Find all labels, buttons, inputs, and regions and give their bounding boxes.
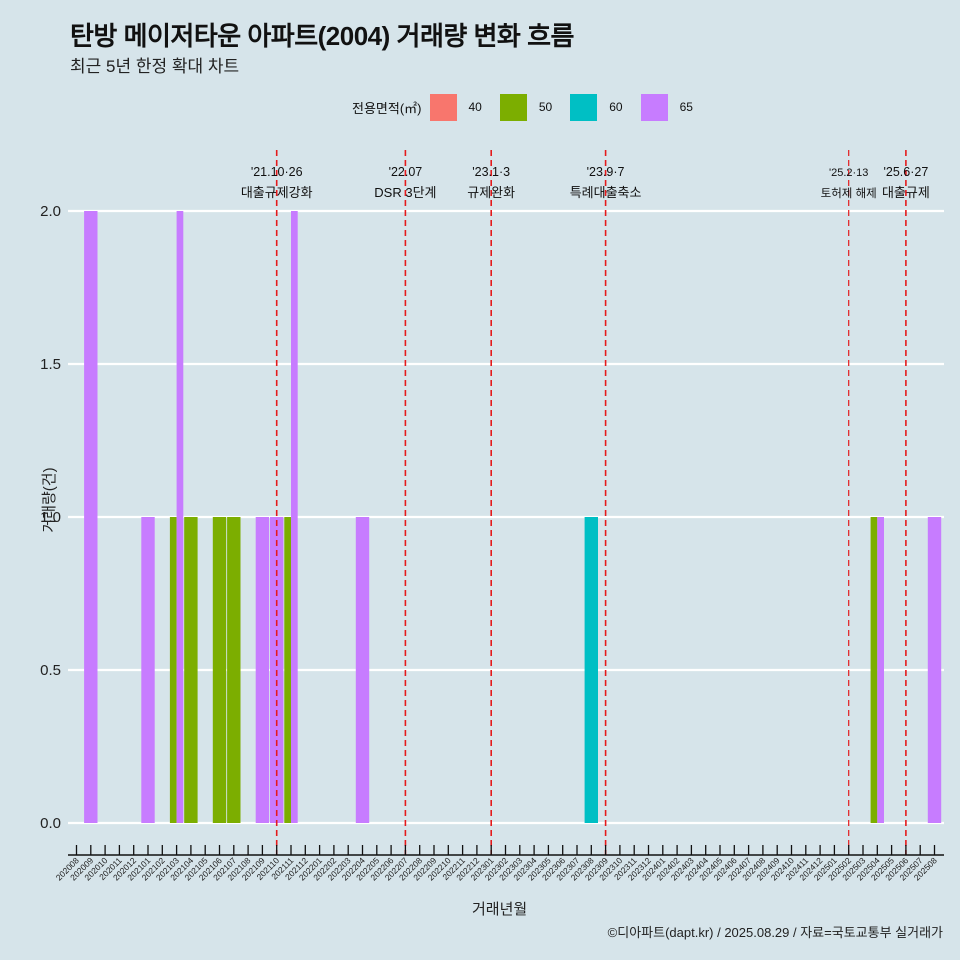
legend-key-65 <box>640 93 668 121</box>
y-tick-label: 0.5 <box>40 662 61 679</box>
legend-label-40: 40 <box>468 100 482 114</box>
event-label: DSR 3단계 <box>374 185 436 200</box>
y-tick-label: 1.5 <box>40 356 61 373</box>
bar-202104-50 <box>184 517 198 823</box>
y-tick-label: 0.0 <box>40 815 61 832</box>
chart-subtitle: 최근 5년 한정 확대 차트 <box>70 57 240 76</box>
bar-202107-50 <box>227 517 241 823</box>
legend-key-60 <box>570 93 598 121</box>
legend: 전용면적(㎡) 40 50 60 65 <box>352 93 711 121</box>
event-date: '22.07 <box>389 165 423 179</box>
bar-202103-50 <box>169 517 177 823</box>
x-axis: 2020082020092020102020112020122021012021… <box>54 845 944 882</box>
event-label: 대출규제 <box>882 185 930 200</box>
legend-key-50 <box>499 93 527 121</box>
event-date: '25.6·27 <box>884 165 929 179</box>
bar-202109-65 <box>255 517 270 823</box>
bar-202101-65 <box>141 517 155 823</box>
bar-202111-65 <box>291 211 298 823</box>
bar-202504-50 <box>870 517 878 823</box>
bar-202504-65 <box>877 517 884 823</box>
legend-label-50: 50 <box>538 100 553 114</box>
legend-key-40 <box>429 93 457 121</box>
gridlines <box>68 209 944 825</box>
legend-label-60: 60 <box>609 100 623 114</box>
y-tick-label: 1.0 <box>40 509 61 526</box>
bar-202308-60 <box>584 517 598 823</box>
event-label: 대출규제강화 <box>241 185 313 200</box>
event-label: 규제완화 <box>467 185 515 200</box>
bar-202508-65 <box>927 517 942 823</box>
event-label: 토허제 해제 <box>821 187 877 200</box>
bar-202009-65 <box>84 211 98 823</box>
y-tick-label: 2.0 <box>40 203 61 220</box>
event-annotations: '21.10·26 대출규제강화 '22.07 DSR 3단계 '23.1·3 규제완화 '… <box>241 165 930 200</box>
legend-label-65: 65 <box>679 100 693 114</box>
chart-title: 탄방 메이저타운 아파트(2004) 거래량 변화 흐름 <box>70 21 574 51</box>
x-axis-label: 거래년월 <box>472 901 528 918</box>
bar-202204-65 <box>355 517 370 823</box>
source-caption: ©디아파트(dapt.kr) / 2025.08.29 / 자료=국토교통부 실… <box>607 925 943 940</box>
event-date: '23.1·3 <box>472 165 510 179</box>
event-lines <box>275 150 907 855</box>
legend-title: 전용면적(㎡) <box>352 100 422 116</box>
bars <box>84 211 942 823</box>
bar-202106-50 <box>212 517 227 823</box>
y-axis-ticks: 0.0 0.5 1.0 1.5 2.0 <box>40 203 61 832</box>
event-date: '23.9·7 <box>587 165 625 179</box>
bar-202103-65 <box>176 211 184 823</box>
event-label: 특례대출축소 <box>570 185 642 200</box>
event-date: '21.10·26 <box>251 165 303 179</box>
bar-202111-50 <box>284 517 291 823</box>
y-axis-label: 거래량(건) <box>41 467 59 533</box>
event-date: '25.2·13 <box>829 167 868 179</box>
